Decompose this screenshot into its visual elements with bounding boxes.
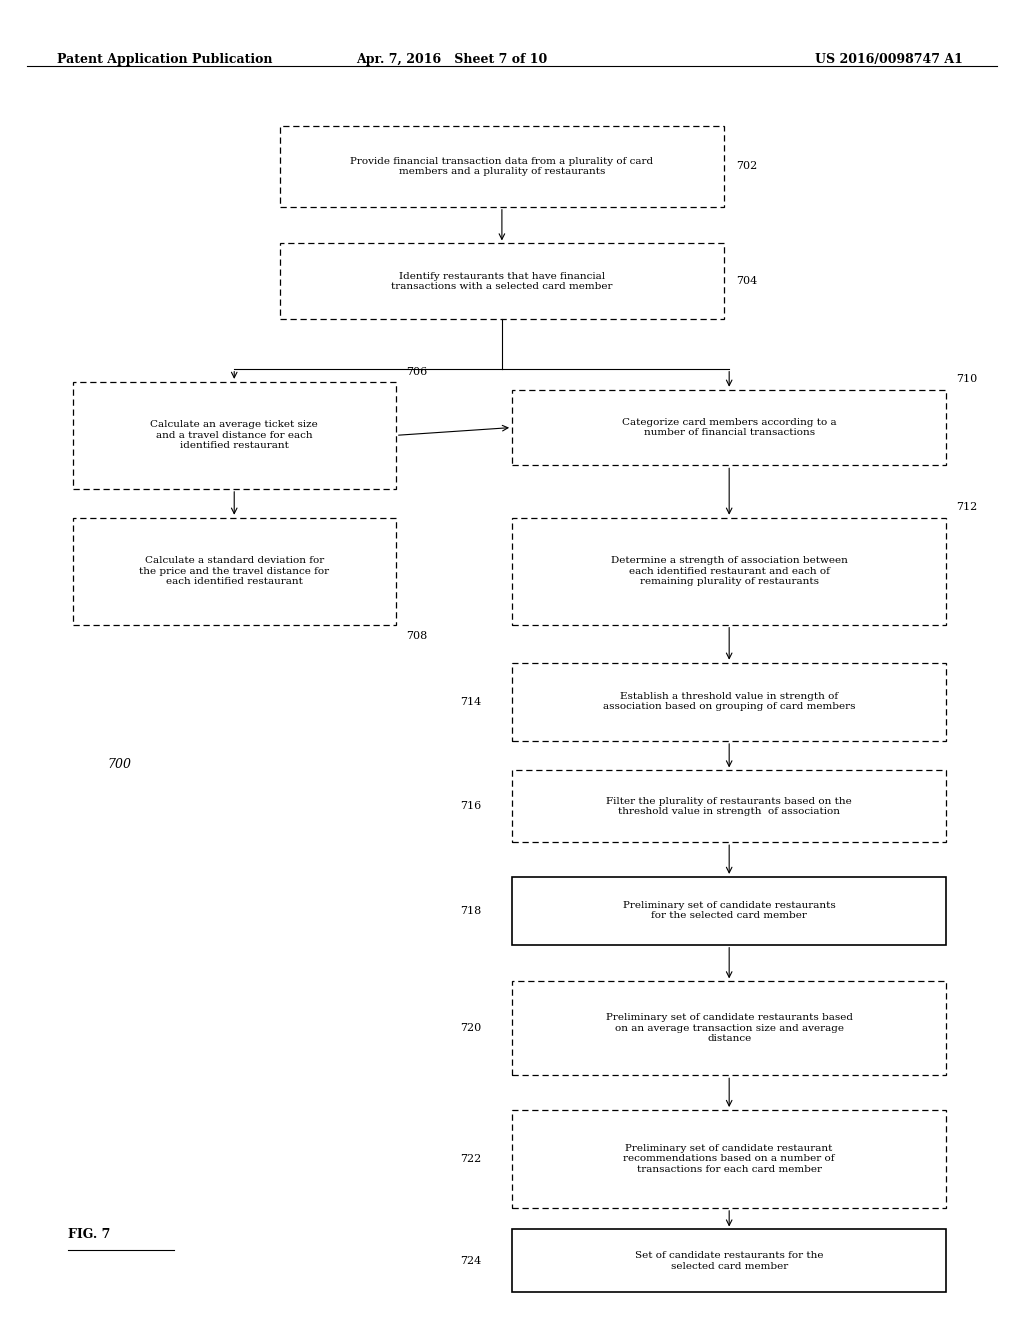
Text: Patent Application Publication: Patent Application Publication [57, 53, 273, 66]
Text: Provide financial transaction data from a plurality of card
members and a plural: Provide financial transaction data from … [350, 157, 653, 176]
Text: 710: 710 [956, 375, 978, 384]
Text: 708: 708 [406, 631, 427, 642]
Text: Calculate a standard deviation for
the price and the travel distance for
each id: Calculate a standard deviation for the p… [139, 556, 330, 586]
Text: 706: 706 [406, 367, 427, 376]
FancyBboxPatch shape [512, 663, 946, 741]
FancyBboxPatch shape [280, 125, 724, 207]
Text: Filter the plurality of restaurants based on the
threshold value in strength  of: Filter the plurality of restaurants base… [606, 796, 852, 816]
Text: Calculate an average ticket size
and a travel distance for each
identified resta: Calculate an average ticket size and a t… [151, 421, 318, 450]
Text: 724: 724 [461, 1255, 481, 1266]
Text: Set of candidate restaurants for the
selected card member: Set of candidate restaurants for the sel… [635, 1251, 823, 1271]
Text: Preliminary set of candidate restaurants based
on an average transaction size an: Preliminary set of candidate restaurants… [605, 1014, 853, 1043]
Text: 704: 704 [736, 276, 758, 286]
Text: 722: 722 [461, 1154, 481, 1164]
Text: 718: 718 [461, 906, 481, 916]
Text: 712: 712 [956, 503, 978, 512]
FancyBboxPatch shape [73, 517, 396, 624]
FancyBboxPatch shape [512, 771, 946, 842]
Text: Determine a strength of association between
each identified restaurant and each : Determine a strength of association betw… [610, 556, 848, 586]
Text: Categorize card members according to a
number of financial transactions: Categorize card members according to a n… [622, 418, 837, 437]
FancyBboxPatch shape [512, 1110, 946, 1208]
Text: 720: 720 [461, 1023, 481, 1034]
Text: Preliminary set of candidate restaurant
recommendations based on a number of
tra: Preliminary set of candidate restaurant … [624, 1144, 835, 1173]
Text: 702: 702 [736, 161, 758, 172]
FancyBboxPatch shape [280, 243, 724, 319]
Text: 716: 716 [461, 801, 481, 812]
FancyBboxPatch shape [512, 876, 946, 945]
FancyBboxPatch shape [512, 981, 946, 1076]
FancyBboxPatch shape [512, 389, 946, 466]
Text: 700: 700 [108, 758, 132, 771]
Text: 714: 714 [461, 697, 481, 706]
FancyBboxPatch shape [512, 517, 946, 624]
FancyBboxPatch shape [512, 1229, 946, 1292]
Text: FIG. 7: FIG. 7 [68, 1228, 110, 1241]
Text: Establish a threshold value in strength of
association based on grouping of card: Establish a threshold value in strength … [603, 692, 855, 711]
Text: US 2016/0098747 A1: US 2016/0098747 A1 [815, 53, 963, 66]
Text: Apr. 7, 2016   Sheet 7 of 10: Apr. 7, 2016 Sheet 7 of 10 [355, 53, 547, 66]
Text: Preliminary set of candidate restaurants
for the selected card member: Preliminary set of candidate restaurants… [623, 902, 836, 920]
Text: Identify restaurants that have financial
transactions with a selected card membe: Identify restaurants that have financial… [391, 272, 612, 290]
FancyBboxPatch shape [73, 381, 396, 488]
